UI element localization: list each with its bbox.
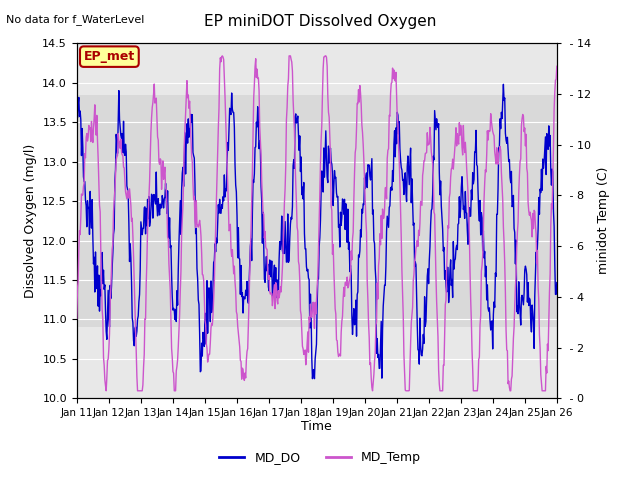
- Bar: [77, 95, 557, 327]
- Y-axis label: minidot Temp (C): minidot Temp (C): [596, 167, 609, 275]
- X-axis label: Time: Time: [301, 420, 332, 432]
- Text: EP miniDOT Dissolved Oxygen: EP miniDOT Dissolved Oxygen: [204, 14, 436, 29]
- Legend: MD_DO, MD_Temp: MD_DO, MD_Temp: [214, 446, 426, 469]
- Text: EP_met: EP_met: [84, 50, 135, 63]
- Text: No data for f_WaterLevel: No data for f_WaterLevel: [6, 14, 145, 25]
- Y-axis label: Dissolved Oxygen (mg/l): Dissolved Oxygen (mg/l): [24, 144, 36, 298]
